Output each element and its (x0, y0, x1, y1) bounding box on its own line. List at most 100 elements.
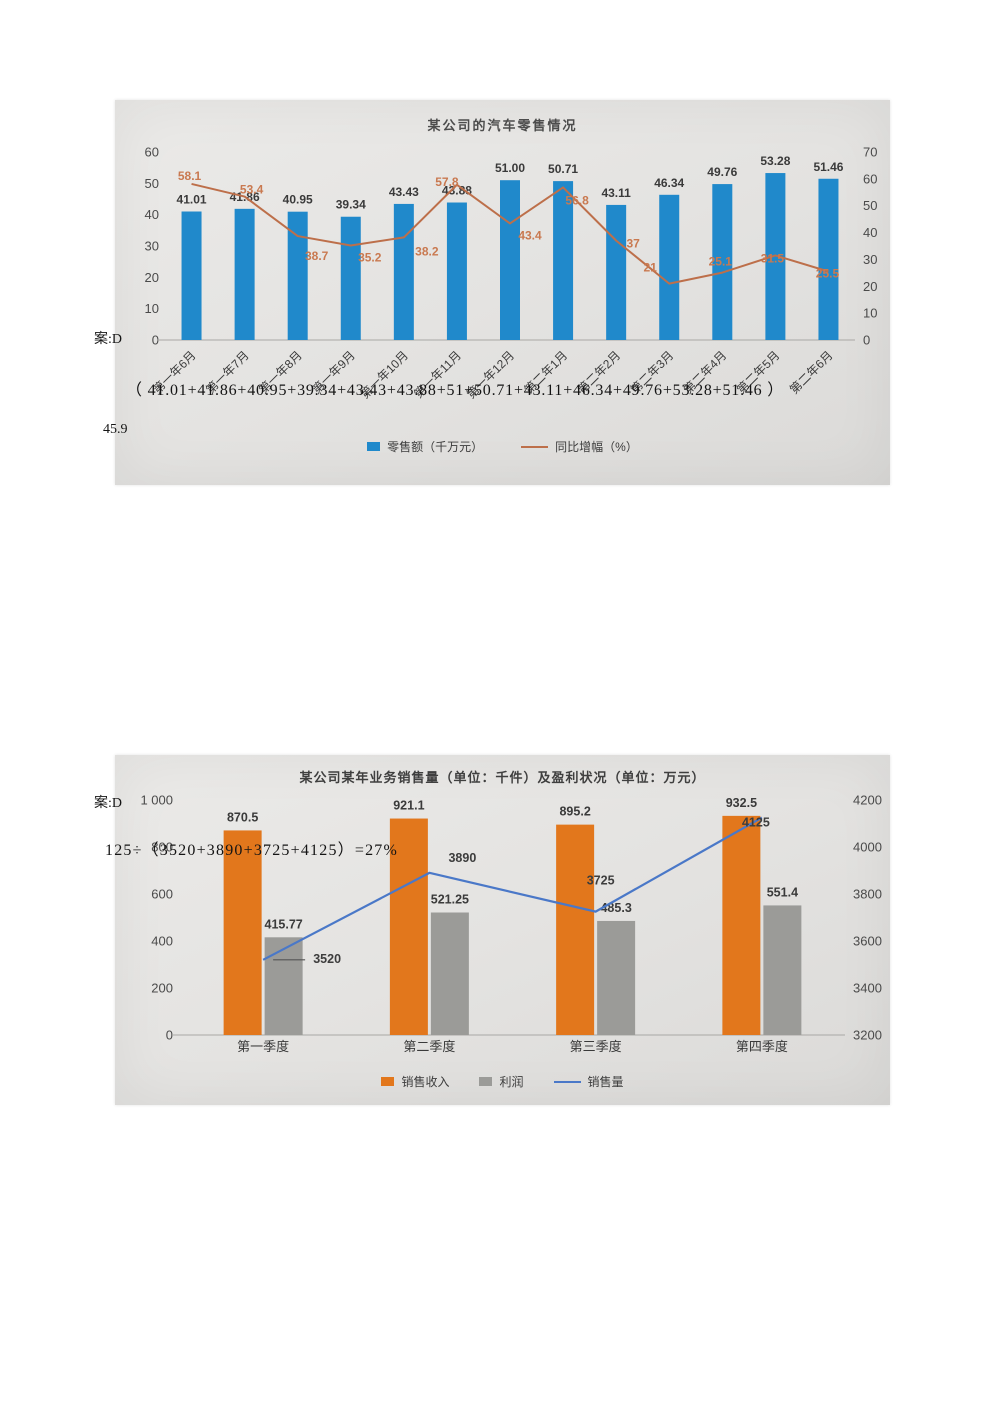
bar-value-label: 41.01 (177, 193, 207, 207)
bottom-chart-photo: 某公司某年业务销售量（单位：千件）及盈利状况（单位：万元） 0 200 400 600… (115, 755, 890, 1105)
bar-series0-6 (500, 180, 520, 340)
line-value-label: 25.5 (816, 267, 840, 281)
retail-bar-swatch-icon (367, 442, 381, 451)
category-label: 第一季度 (237, 1039, 289, 1054)
bar-value-label: 51.46 (813, 160, 843, 174)
bar-series0-8 (606, 204, 627, 340)
bar-value-label: 521.25 (431, 893, 469, 907)
sales-profit-combo-chart: 0 200 400 600 800 1 000 3200 3400 3600 3800 4000 42… (140, 793, 882, 1055)
category-label: 第二季度 (403, 1039, 455, 1054)
top-chart-title: 某公司的汽车零售情况 (427, 118, 578, 133)
solution-ratio-expression: 125÷（3520+3890+3725+4125）=27% (105, 842, 399, 859)
left-axis-tick: 0 (166, 1028, 173, 1043)
left-axis-tick: 600 (151, 887, 173, 902)
line-value-label: 37 (626, 237, 640, 251)
bar-value-label: 43.11 (601, 186, 631, 200)
left-axis-tick: 200 (151, 981, 173, 996)
legend-item-revenue: 销售收入 (381, 1073, 449, 1090)
bar-series1-2 (597, 920, 636, 1035)
top-chart-photo: 某公司的汽车零售情况 0 10 20 30 40 50 60 0 10 20 30 40 50 60 70 4… (115, 100, 890, 485)
legend-label-revenue: 销售收入 (401, 1075, 450, 1089)
left-axis-tick: 60 (145, 145, 159, 160)
bar-value-label: 551.4 (767, 885, 798, 899)
right-axis-tick: 3200 (853, 1028, 882, 1043)
right-axis-tick: 4200 (853, 793, 882, 808)
growth-line-swatch-icon (521, 445, 549, 448)
right-axis-tick: 30 (863, 252, 877, 267)
line-value-label: 35.2 (358, 250, 382, 264)
line-value-label: 3890 (448, 851, 476, 865)
left-axis-tick: 800 (151, 840, 173, 855)
bar-series0-3 (340, 216, 361, 340)
line-value-label: 38.7 (305, 249, 329, 263)
legend-item-growth: 同比增幅（%） (521, 438, 638, 455)
solution-average-fragment: 45.9 (103, 422, 128, 437)
line-value-label: 56.8 (565, 193, 589, 207)
bar-value-label: 415.77 (265, 917, 303, 931)
line-value-label: 58.1 (178, 169, 202, 183)
bar-value-label: 43.43 (389, 185, 419, 199)
line-series (191, 182, 829, 285)
profit-bar-swatch-icon (479, 1077, 493, 1086)
bar-value-label: 53.28 (760, 154, 790, 168)
bottom-chart-legend: 销售收入 利润 销售量 (115, 1073, 890, 1090)
bar-series0-2 (287, 211, 308, 340)
category-label: 第四季度 (736, 1039, 788, 1054)
legend-item-retail: 零售额（千万元） (367, 438, 483, 455)
line-value-label: 4125 (742, 816, 770, 830)
bar-series0-4 (393, 203, 414, 340)
line-value-label: 57.8 (435, 175, 459, 189)
bar-value-label: 895.2 (559, 805, 590, 819)
bar-series0-1 (389, 818, 428, 1035)
category-label: 第二年6月 (787, 348, 836, 397)
line-value-label: 31.5 (761, 251, 785, 265)
bar-value-label: 485.3 (600, 901, 631, 915)
left-axis-tick: 0 (152, 333, 159, 348)
bar-value-label: 43.88 (442, 184, 472, 198)
line-series (262, 816, 763, 961)
left-axis-tick: 400 (151, 934, 173, 949)
right-axis-tick: 3400 (853, 981, 882, 996)
line-value-label: 43.4 (518, 228, 542, 242)
bar-series0-2 (556, 824, 595, 1035)
bar-series0-0 (181, 211, 202, 340)
right-axis-tick: 3600 (853, 934, 882, 949)
right-axis-tick: 40 (863, 225, 877, 240)
category-label: 第三季度 (570, 1039, 622, 1054)
bar-series0-10 (712, 184, 733, 340)
line-value-label: 3725 (587, 874, 615, 888)
solution-sum-expression: （ 41.01+41.86+40.95+39.34+43.43+43.88+51… (126, 382, 785, 399)
bar-series0-0 (223, 830, 262, 1035)
bar-value-label: 46.34 (654, 176, 684, 190)
bar-series0-5 (446, 202, 467, 340)
bar-value-label: 921.1 (393, 799, 424, 813)
legend-item-volume: 销售量 (553, 1073, 624, 1090)
bar-value-label: 870.5 (227, 810, 258, 824)
right-axis-tick: 4000 (853, 840, 882, 855)
line-value-label: 3520 (313, 952, 341, 966)
bar-series0-3 (722, 815, 761, 1035)
line-value-label: 25.1 (709, 255, 733, 269)
bar-value-label: 51.00 (495, 161, 525, 175)
answer-label-top: 案:D (94, 332, 122, 347)
bar-series1-0 (264, 937, 303, 1035)
revenue-bar-swatch-icon (381, 1077, 395, 1086)
bar-series1-1 (430, 912, 469, 1035)
volume-line-swatch-icon (553, 1080, 581, 1083)
line-value-label: 53.4 (240, 183, 264, 197)
bottom-chart-photo-inner: 某公司某年业务销售量（单位：千件）及盈利状况（单位：万元） 0 200 400 600… (115, 755, 890, 1105)
right-axis-tick: 60 (863, 171, 877, 186)
right-axis-tick: 10 (863, 306, 877, 321)
bar-value-label: 932.5 (726, 796, 757, 810)
right-axis-tick: 0 (863, 333, 870, 348)
right-axis-tick: 3800 (853, 887, 882, 902)
legend-label-profit: 利润 (499, 1075, 524, 1089)
bar-value-label: 50.71 (548, 162, 578, 176)
answer-label-bottom: 案:D (94, 796, 122, 811)
right-axis-tick: 70 (863, 145, 877, 160)
legend-label-growth: 同比增幅（%） (555, 440, 638, 454)
bar-value-label: 49.76 (707, 165, 737, 179)
bar-value-label: 39.34 (336, 198, 366, 212)
legend-label-retail: 零售额（千万元） (387, 440, 484, 454)
